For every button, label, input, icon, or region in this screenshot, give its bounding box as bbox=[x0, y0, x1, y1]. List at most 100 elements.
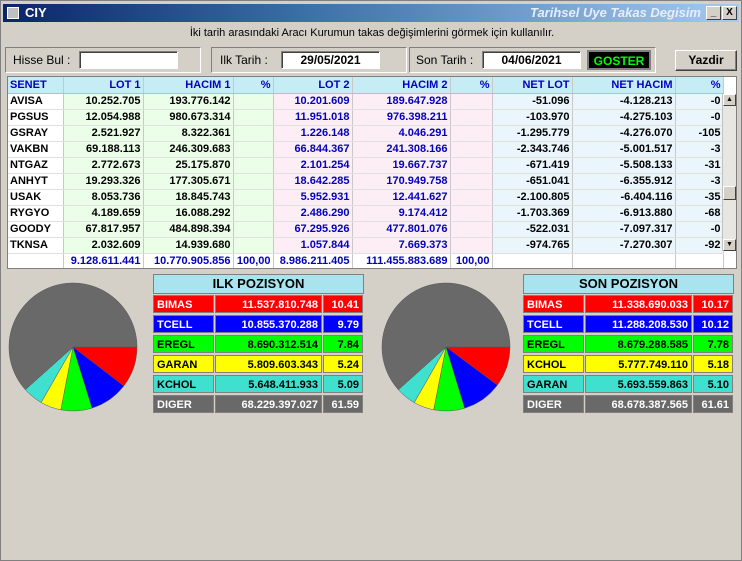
table-row[interactable]: ANHYT 19.293.326 177.305.671 18.642.285 170.… bbox=[8, 173, 724, 190]
goster-button[interactable]: GOSTER bbox=[587, 50, 651, 70]
table-cell: 25.175.870 bbox=[143, 157, 234, 174]
position-pct: 5.10 bbox=[693, 375, 733, 393]
table-cell bbox=[233, 205, 274, 222]
table-cell: -7.270.307 bbox=[572, 237, 676, 254]
table-row[interactable]: VAKBN 69.188.113 246.309.683 66.844.367 241.… bbox=[8, 141, 724, 158]
title-bar[interactable]: CIY Tarihsel Uye Takas Degisim _ X bbox=[3, 4, 739, 22]
position-value: 68.229.397.027 bbox=[215, 395, 322, 413]
table-row[interactable]: NTGAZ 2.772.673 25.175.870 2.101.254 19.667.… bbox=[8, 157, 724, 174]
minimize-button[interactable]: _ bbox=[706, 6, 721, 20]
column-header[interactable]: HACIM 2 bbox=[352, 77, 451, 94]
close-button[interactable]: X bbox=[722, 6, 737, 20]
total-cell bbox=[675, 253, 724, 268]
table-row[interactable]: PGSUS 12.054.988 980.673.314 11.951.018 976.… bbox=[8, 109, 724, 126]
table-cell: -105 bbox=[675, 125, 724, 142]
table-cell: -1.295.779 bbox=[492, 125, 573, 142]
table-cell: 18.845.743 bbox=[143, 189, 234, 206]
position-name: EREGL bbox=[153, 335, 214, 353]
column-header[interactable]: HACIM 1 bbox=[143, 77, 234, 94]
scroll-thumb[interactable] bbox=[723, 186, 736, 200]
column-header[interactable]: NET HACIM bbox=[572, 77, 676, 94]
table-cell: 69.188.113 bbox=[63, 141, 144, 158]
table-cell: 12.054.988 bbox=[63, 109, 144, 126]
table-row[interactable]: GOODY 67.817.957 484.898.394 67.295.926 477.… bbox=[8, 221, 724, 238]
table-cell: 246.309.683 bbox=[143, 141, 234, 158]
pie-slice-diger bbox=[8, 282, 138, 391]
table-cell: 2.101.254 bbox=[273, 157, 353, 174]
position-value: 10.855.370.288 bbox=[215, 315, 322, 333]
yazdir-button[interactable]: Yazdir bbox=[675, 50, 737, 71]
son-tarih-input[interactable]: 04/06/2021 bbox=[482, 51, 581, 69]
ilk-tarih-input[interactable]: 29/05/2021 bbox=[281, 51, 380, 69]
app-icon bbox=[7, 7, 19, 19]
column-header[interactable]: % bbox=[675, 77, 724, 94]
table-cell: 2.486.290 bbox=[273, 205, 353, 222]
scroll-up-arrow-icon[interactable]: ▲ bbox=[723, 94, 736, 106]
app-name: CIY bbox=[25, 5, 47, 20]
son-pozisyon-title: SON POZISYON bbox=[523, 274, 734, 294]
column-header[interactable]: % bbox=[233, 77, 274, 94]
table-cell: 170.949.758 bbox=[352, 173, 451, 190]
table-cell: 18.642.285 bbox=[273, 173, 353, 190]
table-cell: 8.322.361 bbox=[143, 125, 234, 142]
table-cell: -4.275.103 bbox=[572, 109, 676, 126]
table-cell: 10.252.705 bbox=[63, 93, 144, 110]
table-cell: -3 bbox=[675, 173, 724, 190]
position-value: 5.809.603.343 bbox=[215, 355, 322, 373]
column-header[interactable]: % bbox=[450, 77, 493, 94]
table-row[interactable]: RYGYO 4.189.659 16.088.292 2.486.290 9.174.4… bbox=[8, 205, 724, 222]
table-cell bbox=[233, 141, 274, 158]
table-cell: -2.100.805 bbox=[492, 189, 573, 206]
table-cell: -31 bbox=[675, 157, 724, 174]
table-cell: -1.703.369 bbox=[492, 205, 573, 222]
hisse-search-input[interactable] bbox=[79, 51, 178, 69]
takas-grid: SENET LOT 1 HACIM 1% LOT 2 HACIM 2% NET LOT NE… bbox=[8, 77, 724, 268]
position-value: 11.537.810.748 bbox=[215, 295, 322, 313]
position-pct: 7.84 bbox=[323, 335, 363, 353]
table-cell bbox=[450, 157, 493, 174]
column-header[interactable]: LOT 1 bbox=[63, 77, 144, 94]
scroll-down-arrow-icon[interactable]: ▼ bbox=[723, 239, 736, 251]
table-cell: 5.952.931 bbox=[273, 189, 353, 206]
table-cell: GSRAY bbox=[8, 125, 64, 142]
position-pct: 5.18 bbox=[693, 355, 733, 373]
column-header[interactable]: LOT 2 bbox=[273, 77, 353, 94]
table-cell bbox=[233, 109, 274, 126]
position-value: 68.678.387.565 bbox=[585, 395, 692, 413]
position-name: GARAN bbox=[523, 375, 584, 393]
table-cell: TKNSA bbox=[8, 237, 64, 254]
table-row[interactable]: TKNSA 2.032.609 14.939.680 1.057.844 7.669.3… bbox=[8, 237, 724, 254]
table-cell: -522.031 bbox=[492, 221, 573, 238]
position-name: BIMAS bbox=[523, 295, 584, 313]
table-cell bbox=[450, 221, 493, 238]
table-row[interactable]: USAK 8.053.736 18.845.743 5.952.931 12.441.6… bbox=[8, 189, 724, 206]
table-cell: 241.308.166 bbox=[352, 141, 451, 158]
table-scrollbar[interactable]: ▲ ▼ bbox=[722, 94, 736, 251]
table-cell: ANHYT bbox=[8, 173, 64, 190]
total-cell: 100,00 bbox=[233, 253, 274, 268]
ilk-tarih-group bbox=[211, 47, 407, 73]
position-pct: 10.17 bbox=[693, 295, 733, 313]
column-header[interactable]: SENET bbox=[8, 77, 64, 94]
table-cell: 2.521.927 bbox=[63, 125, 144, 142]
position-pct: 5.24 bbox=[323, 355, 363, 373]
total-cell: 8.986.211.405 bbox=[273, 253, 353, 268]
table-cell: 8.053.736 bbox=[63, 189, 144, 206]
table-row[interactable]: AVISA 10.252.705 193.776.142 10.201.609 189.… bbox=[8, 93, 724, 110]
pie-slice-diger bbox=[381, 282, 511, 391]
table-row[interactable]: GSRAY 2.521.927 8.322.361 1.226.148 4.046.29… bbox=[8, 125, 724, 142]
position-pct: 10.12 bbox=[693, 315, 733, 333]
table-cell: -0 bbox=[675, 221, 724, 238]
total-cell: 10.770.905.856 bbox=[143, 253, 234, 268]
position-value: 8.679.288.585 bbox=[585, 335, 692, 353]
position-name: TCELL bbox=[523, 315, 584, 333]
column-header[interactable]: NET LOT bbox=[492, 77, 573, 94]
table-cell: 12.441.627 bbox=[352, 189, 451, 206]
ilk-pozisyon-title: ILK POZISYON bbox=[153, 274, 364, 294]
position-value: 5.648.411.933 bbox=[215, 375, 322, 393]
son-tarih-group bbox=[409, 47, 656, 73]
table-cell bbox=[233, 157, 274, 174]
hisse-group bbox=[5, 47, 201, 73]
table-cell: 484.898.394 bbox=[143, 221, 234, 238]
total-cell: 100,00 bbox=[450, 253, 493, 268]
